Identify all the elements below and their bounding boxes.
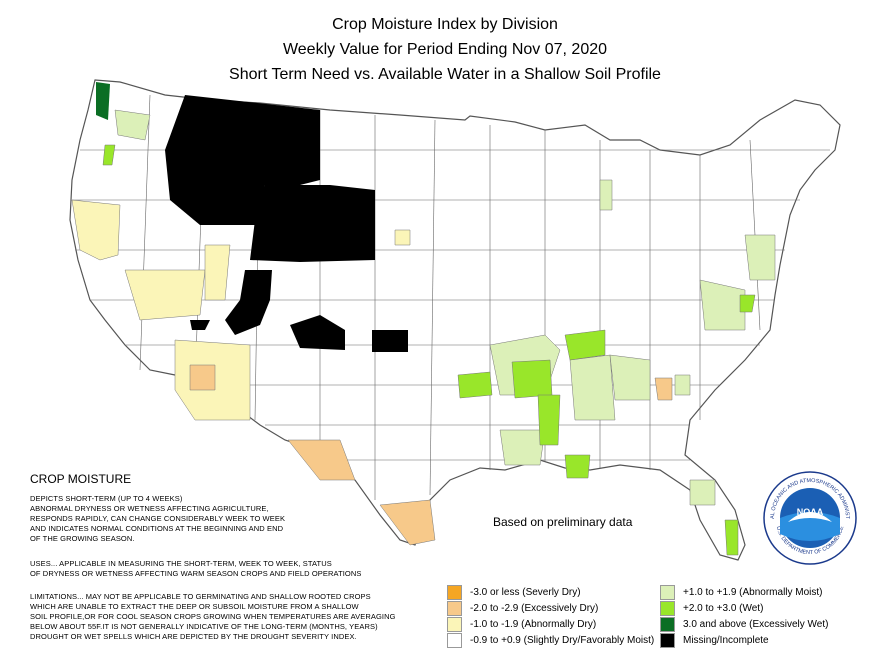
legend-swatch — [660, 600, 675, 616]
legend-item-missing: Missing/Incomplete — [660, 632, 769, 648]
noaa-logo: NATIONAL OCEANIC AND ATMOSPHERIC ADMINIS… — [760, 468, 857, 565]
legend-item-severely-dry: -3.0 or less (Severly Dry) — [447, 584, 581, 600]
preliminary-data-note: Based on preliminary data — [493, 515, 633, 529]
legend-label: -3.0 or less (Severly Dry) — [470, 586, 581, 598]
map-title-line-1: Crop Moisture Index by Division — [332, 16, 558, 33]
noaa-acronym: NOAA — [797, 507, 824, 517]
paragraph-3-line-1: LIMITATIONS... MAY NOT BE APPLICABLE TO … — [30, 592, 371, 601]
legend-swatch — [447, 616, 462, 632]
legend-swatch — [447, 600, 462, 616]
map-title-line-3: Short Term Need vs. Available Water in a… — [229, 66, 661, 83]
paragraph-1-line-1: DEPICTS SHORT-TERM (UP TO 4 WEEKS) — [30, 494, 183, 503]
legend-swatch — [447, 632, 462, 648]
legend-label: Missing/Incomplete — [683, 634, 769, 646]
division-boundaries — [72, 94, 830, 500]
excessively-dry-regions — [189, 364, 436, 546]
legend-item-abnormally-moist: +1.0 to +1.9 (Abnormally Moist) — [660, 584, 823, 600]
legend-swatch — [660, 616, 675, 632]
paragraph-3-line-5: DROUGHT OR WET SPELLS WHICH ARE DEPICTED… — [30, 632, 357, 641]
legend-label: -0.9 to +0.9 (Slightly Dry/Favorably Moi… — [470, 634, 655, 646]
map-title-line-2: Weekly Value for Period Ending Nov 07, 2… — [282, 41, 608, 58]
wet-regions — [102, 144, 756, 556]
excessively-wet-region — [96, 82, 110, 120]
paragraph-1-line-3: RESPONDS RAPIDLY, CAN CHANGE CONSIDERABL… — [30, 514, 286, 523]
legend-item-wet: +2.0 to +3.0 (Wet) — [660, 600, 764, 616]
legend-label: -2.0 to -2.9 (Excessively Dry) — [470, 602, 599, 614]
crop-moisture-heading: CROP MOISTURE — [30, 472, 132, 486]
paragraph-2-line-2: OF DRYNESS OR WETNESS AFFECTING WARM SEA… — [30, 569, 362, 578]
excessively-dry-spot-east — [654, 377, 673, 401]
paragraph-3-line-3: SOIL PROFILE,OR FOR COOL SEASON CROPS GR… — [30, 612, 396, 621]
paragraph-3-line-4: BELOW ABOUT 55F.IT IS NOT GENERALLY INDI… — [30, 622, 378, 631]
paragraph-1-line-2: ABNORMAL DRYNESS OR WETNESS AFFECTING AG… — [30, 504, 269, 513]
legend-label: 3.0 and above (Excessively Wet) — [683, 618, 829, 630]
legend-swatch — [660, 632, 675, 648]
paragraph-3-line-2: WHICH ARE UNABLE TO EXTRACT THE DEEP OR … — [30, 602, 359, 611]
legend-item-abnormally-dry: -1.0 to -1.9 (Abnormally Dry) — [447, 616, 597, 632]
legend-item-near-normal: -0.9 to +0.9 (Slightly Dry/Favorably Moi… — [447, 632, 655, 648]
legend-label: +1.0 to +1.9 (Abnormally Moist) — [683, 586, 823, 598]
paragraph-1-line-5: OF THE GROWING SEASON. — [30, 534, 135, 543]
missing-regions — [165, 95, 408, 352]
legend-swatch — [660, 584, 675, 600]
legend-item-excessively-dry: -2.0 to -2.9 (Excessively Dry) — [447, 600, 599, 616]
paragraph-1-line-4: AND INDICATES NORMAL CONDITIONS AT THE B… — [30, 524, 284, 533]
legend-label: -1.0 to -1.9 (Abnormally Dry) — [470, 618, 597, 630]
paragraph-2-line-1: USES... APPLICABLE IN MEASURING THE SHOR… — [30, 559, 332, 568]
legend-label: +2.0 to +3.0 (Wet) — [683, 602, 764, 614]
legend-swatch — [447, 584, 462, 600]
legend-item-excessively-wet: 3.0 and above (Excessively Wet) — [660, 616, 829, 632]
